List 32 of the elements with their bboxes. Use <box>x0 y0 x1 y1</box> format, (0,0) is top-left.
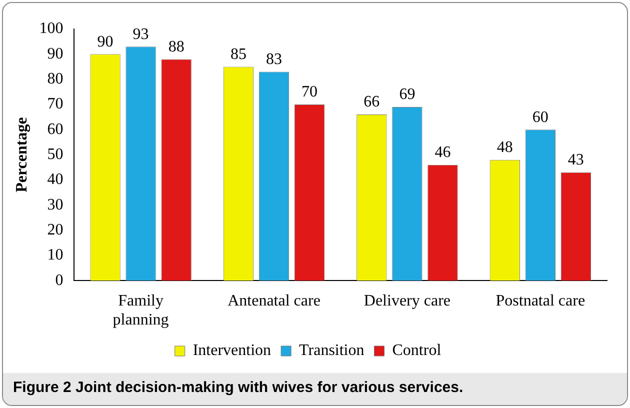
data-label: 46 <box>434 144 451 162</box>
data-label: 70 <box>302 84 318 101</box>
data-label: 93 <box>132 26 149 43</box>
y-tick-label: 30 <box>47 196 64 214</box>
data-label: 88 <box>168 38 184 56</box>
data-label: 69 <box>399 86 416 104</box>
x-tick-label: Antenatal care <box>228 292 320 310</box>
data-label: 83 <box>266 50 282 68</box>
x-tick-label: Delivery care <box>364 292 451 310</box>
data-label: 90 <box>97 33 114 50</box>
y-tick-label: 70 <box>47 96 64 113</box>
data-label: 66 <box>364 94 380 111</box>
y-tick-label: 0 <box>55 272 64 289</box>
y-axis-title: Percentage <box>14 117 31 192</box>
data-label: 48 <box>496 139 513 156</box>
legend-label: Intervention <box>192 342 272 360</box>
y-tick-label: 100 <box>39 20 64 38</box>
text: Figure 2 Joint decision-making with wives for various services. <box>3 373 627 405</box>
y-tick-label: 60 <box>47 120 64 138</box>
y-tick-label: 40 <box>47 171 64 188</box>
y-tick-label: 50 <box>47 146 64 164</box>
legend-label: Control <box>392 342 442 360</box>
x-tick-label: Postnatal care <box>496 292 586 310</box>
data-label: 43 <box>568 152 584 169</box>
y-tick-label: 10 <box>47 246 64 264</box>
data-label: 85 <box>230 46 246 63</box>
data-label: 60 <box>532 108 548 126</box>
y-tick-label: 80 <box>47 70 64 88</box>
legend-label: Transition <box>299 342 364 360</box>
y-tick-label: 20 <box>47 221 64 238</box>
x-tick-label: Family planning <box>112 292 169 329</box>
y-tick-label: 90 <box>47 45 64 62</box>
